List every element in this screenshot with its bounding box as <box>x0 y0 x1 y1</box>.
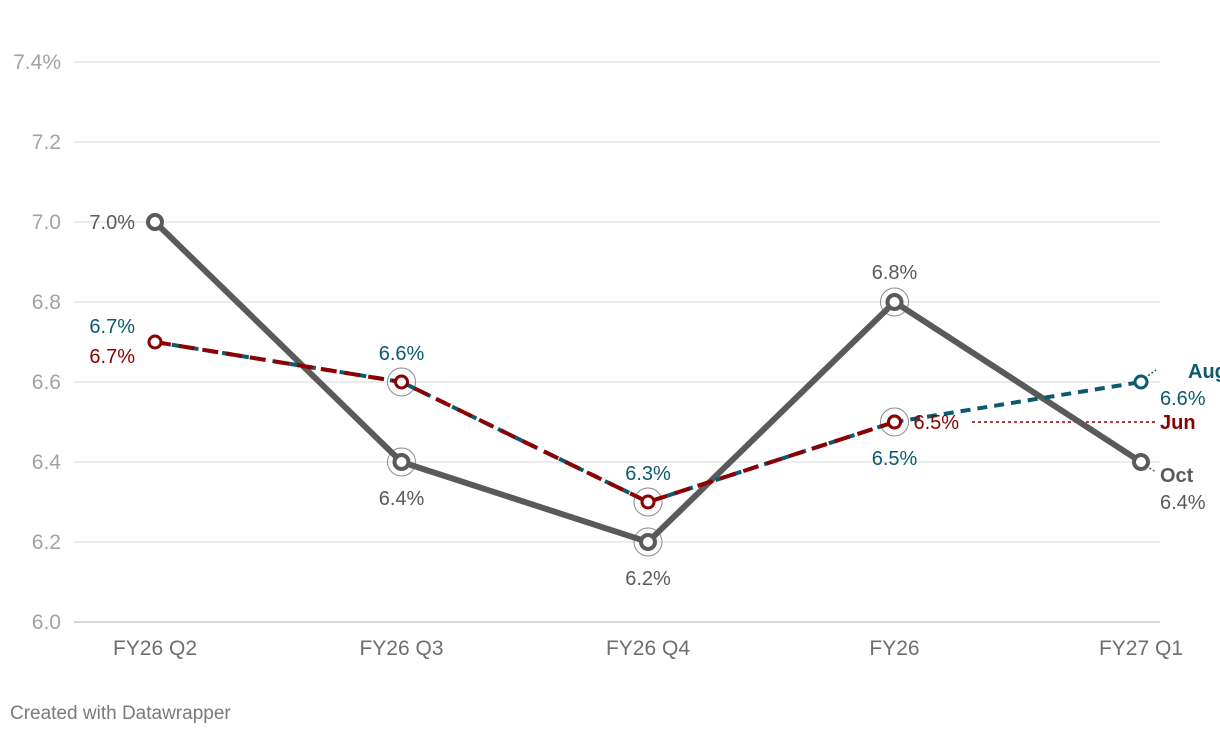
y-tick-label: 6.8 <box>32 291 61 314</box>
point-halo <box>387 367 416 397</box>
data-label-aug: 6.6% <box>379 343 425 365</box>
point-halo <box>633 527 663 557</box>
y-tick-label: 6.4 <box>32 451 62 474</box>
x-tick-label: FY26 Q3 <box>359 637 443 660</box>
y-tick-label: 6.2 <box>32 531 61 554</box>
y-tick-label: 6.0 <box>32 611 61 634</box>
data-label-aug: 6.3% <box>625 463 671 485</box>
y-tick-label: 7.4% <box>13 51 61 74</box>
line-chart: 6.0 6.2 6.4 6.6 6.8 7.0 7.2 7.4% FY26 Q2 FY26 Q3 F… <box>13 51 1220 660</box>
credit-text: Created with Datawrapper <box>10 703 231 724</box>
point-halo <box>880 407 909 437</box>
data-point-jun <box>147 334 163 350</box>
data-label-oct: 6.2% <box>625 568 671 590</box>
oct-leader <box>1145 465 1157 473</box>
y-tick-label: 6.6 <box>32 371 61 394</box>
y-tick-label: 7.2 <box>32 131 61 154</box>
data-label-aug: 6.7% <box>89 316 135 338</box>
data-point-aug <box>1133 374 1149 390</box>
y-tick-label: 7.0 <box>32 211 61 234</box>
data-point-jun <box>887 414 902 430</box>
series-name-aug: Aug <box>1188 361 1220 383</box>
x-tick-label: FY26 Q2 <box>113 637 197 660</box>
data-point-oct <box>146 213 164 231</box>
point-halo <box>880 287 909 317</box>
data-label-aug: 6.5% <box>872 448 918 470</box>
x-tick-label: FY27 Q1 <box>1099 637 1183 660</box>
series-name-oct: Oct <box>1160 465 1194 487</box>
series-line-jun <box>154 340 896 505</box>
end-value-aug: 6.6% <box>1160 388 1206 410</box>
point-halo <box>387 447 416 477</box>
x-tick-label: FY26 Q4 <box>606 637 690 660</box>
data-point-oct <box>392 453 411 471</box>
data-label-jun: 6.5% <box>914 412 960 434</box>
series-name-jun: Jun <box>1160 412 1196 434</box>
data-point-jun <box>640 494 656 510</box>
data-label-oct: 6.8% <box>872 262 918 284</box>
x-tick-label: FY26 <box>869 637 919 660</box>
data-label-oct: 7.0% <box>89 212 135 234</box>
data-point-oct <box>639 533 657 551</box>
data-label-oct: 6.4% <box>379 488 425 510</box>
data-label-jun: 6.7% <box>89 346 135 368</box>
data-point-oct <box>885 293 904 311</box>
data-point-jun <box>394 374 409 390</box>
point-halo <box>633 487 663 517</box>
data-point-oct <box>1132 453 1150 471</box>
aug-leader <box>1144 369 1157 379</box>
end-value-oct: 6.4% <box>1160 492 1206 514</box>
